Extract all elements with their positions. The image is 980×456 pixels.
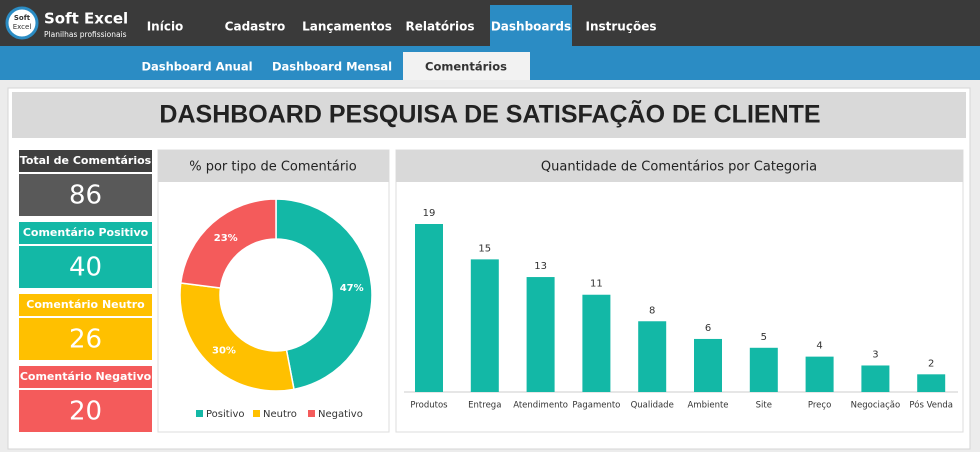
x-tick-label: Atendimento bbox=[513, 401, 568, 411]
logo-text: Excel bbox=[13, 23, 32, 31]
kpi-label-bg bbox=[19, 294, 152, 316]
data-label: 11 bbox=[590, 279, 603, 290]
x-tick-label: Site bbox=[756, 401, 772, 411]
legend-label: Negativo bbox=[318, 409, 363, 420]
legend-label: Positivo bbox=[206, 409, 245, 420]
data-label: 8 bbox=[649, 305, 655, 316]
donut-slice bbox=[275, 198, 373, 391]
data-label: 6 bbox=[705, 323, 711, 334]
nav-item[interactable]: Dashboards bbox=[491, 20, 571, 34]
x-tick-label: Preço bbox=[808, 401, 831, 411]
legend-swatch bbox=[196, 410, 203, 417]
kpi-value-bg bbox=[19, 390, 152, 432]
data-label: 19 bbox=[423, 208, 436, 219]
logo-text: Soft bbox=[14, 14, 31, 22]
bar bbox=[805, 356, 834, 392]
kpi-label: Comentário Neutro bbox=[26, 298, 145, 311]
bar bbox=[861, 365, 890, 392]
data-label: 3 bbox=[872, 349, 878, 360]
kpi-value: 40 bbox=[69, 253, 102, 283]
kpi-value: 20 bbox=[69, 397, 102, 427]
bar bbox=[415, 224, 443, 392]
donut-slice bbox=[179, 198, 277, 289]
nav-item[interactable]: Cadastro bbox=[225, 20, 286, 34]
tagline: Planilhas profissionais bbox=[44, 30, 127, 39]
kpi-value-bg bbox=[19, 174, 152, 216]
data-label: 4 bbox=[816, 341, 822, 352]
subnav-item[interactable]: Dashboard Mensal bbox=[272, 60, 392, 74]
kpi-value-bg bbox=[19, 246, 152, 288]
kpi-label-bg bbox=[19, 150, 152, 172]
x-tick-label: Ambiente bbox=[687, 401, 728, 411]
kpi-label-bg bbox=[19, 366, 152, 388]
x-tick-label: Pós Venda bbox=[909, 400, 953, 411]
dashboard-title: DASHBOARD PESQUISA DE SATISFAÇÃO DE CLIE… bbox=[159, 99, 820, 129]
nav-item[interactable]: Relatórios bbox=[406, 20, 475, 34]
kpi-label: Comentário Negativo bbox=[20, 370, 152, 383]
data-label: 23% bbox=[214, 233, 238, 244]
bar bbox=[526, 277, 555, 392]
bar bbox=[582, 294, 611, 392]
subnav-item[interactable]: Comentários bbox=[425, 60, 507, 74]
nav-item[interactable]: Início bbox=[147, 20, 184, 34]
card-header bbox=[158, 150, 389, 182]
legend-label: Neutro bbox=[263, 409, 297, 420]
bar bbox=[917, 374, 946, 392]
bar bbox=[694, 338, 722, 392]
data-label: 13 bbox=[534, 261, 547, 272]
data-label: 30% bbox=[212, 345, 236, 356]
brand: Soft Excel bbox=[44, 10, 128, 28]
kpi-value-bg bbox=[19, 318, 152, 360]
nav-item[interactable]: Instruções bbox=[586, 20, 657, 34]
kpi-label: Total de Comentários bbox=[20, 154, 152, 167]
chart-title: % por tipo de Comentário bbox=[189, 160, 357, 175]
subnav-item[interactable]: Dashboard Anual bbox=[141, 60, 252, 74]
bar bbox=[470, 259, 499, 392]
x-tick-label: Negociação bbox=[851, 401, 901, 411]
legend-swatch bbox=[308, 410, 315, 417]
x-tick-label: Produtos bbox=[410, 401, 448, 411]
chart-title: Quantidade de Comentários por Categoria bbox=[541, 160, 817, 175]
data-label: 47% bbox=[340, 283, 364, 294]
kpi-label: Comentário Positivo bbox=[23, 226, 149, 239]
data-label: 5 bbox=[761, 332, 767, 343]
donut-slice bbox=[179, 282, 295, 392]
logo bbox=[5, 6, 39, 40]
card-header bbox=[396, 150, 963, 182]
nav-active bbox=[490, 5, 572, 46]
kpi-value: 86 bbox=[69, 181, 102, 211]
data-label: 2 bbox=[928, 358, 934, 369]
kpi-value: 26 bbox=[69, 325, 102, 355]
data-label: 15 bbox=[478, 243, 491, 254]
x-tick-label: Qualidade bbox=[631, 401, 674, 411]
nav-item[interactable]: Lançamentos bbox=[302, 20, 392, 34]
legend-swatch bbox=[253, 410, 260, 417]
title-bar bbox=[12, 92, 966, 138]
subnav-active bbox=[403, 52, 530, 80]
kpi-label-bg bbox=[19, 222, 152, 244]
x-tick-label: Entrega bbox=[468, 401, 501, 411]
bar bbox=[749, 347, 778, 392]
bar bbox=[638, 321, 667, 392]
x-tick-label: Pagamento bbox=[572, 401, 620, 411]
